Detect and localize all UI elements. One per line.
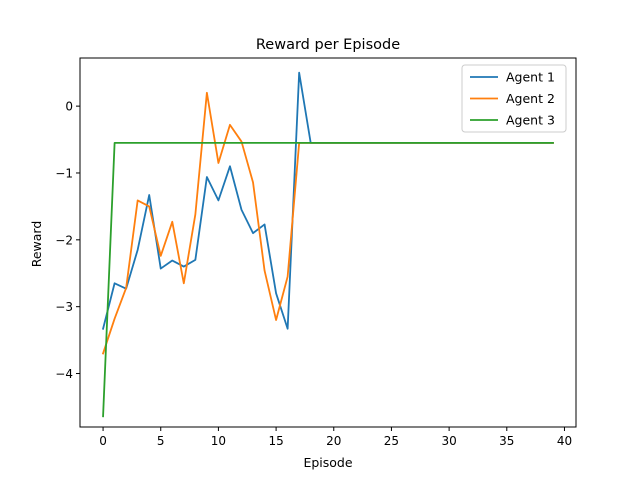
x-tick-label: 35 bbox=[499, 434, 514, 448]
series-line-agent-3 bbox=[102, 141, 554, 418]
y-tick-label: 0 bbox=[65, 100, 73, 114]
y-tick-label: −4 bbox=[55, 367, 73, 381]
x-tick-label: 20 bbox=[326, 434, 341, 448]
legend-label-agent-2: Agent 2 bbox=[506, 91, 555, 106]
x-axis: 0 5 10 15 20 25 30 35 40 bbox=[99, 427, 572, 448]
x-tick-label: 40 bbox=[557, 434, 572, 448]
x-tick-label: 30 bbox=[441, 434, 456, 448]
legend-label-agent-1: Agent 1 bbox=[506, 70, 555, 85]
y-axis-label: Reward bbox=[29, 221, 44, 268]
x-tick-label: 25 bbox=[384, 434, 399, 448]
x-tick-label: 0 bbox=[99, 434, 107, 448]
x-tick-label: 15 bbox=[268, 434, 283, 448]
y-tick-label: −3 bbox=[55, 300, 73, 314]
y-tick-label: −2 bbox=[55, 233, 73, 247]
y-tick-label: −1 bbox=[55, 166, 73, 180]
x-tick-label: 5 bbox=[157, 434, 165, 448]
x-tick-label: 10 bbox=[211, 434, 226, 448]
legend: Agent 1 Agent 2 Agent 3 bbox=[461, 64, 567, 133]
x-axis-label: Episode bbox=[303, 455, 352, 470]
y-axis: 0 −1 −2 −3 −4 bbox=[55, 100, 80, 381]
plot-frame bbox=[79, 57, 577, 428]
legend-box bbox=[461, 64, 567, 133]
legend-label-agent-3: Agent 3 bbox=[506, 113, 555, 128]
plot-series bbox=[101, 71, 554, 418]
chart-title: Reward per Episode bbox=[256, 37, 400, 53]
